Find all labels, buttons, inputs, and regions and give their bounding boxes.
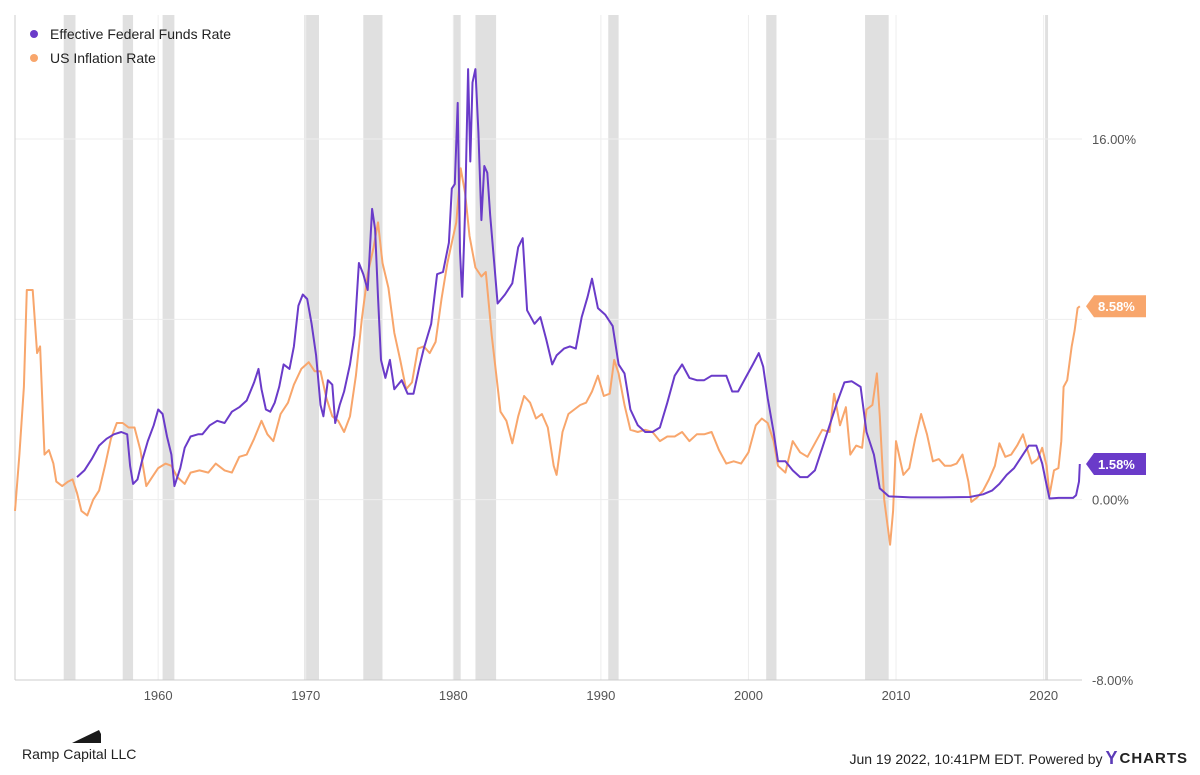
last-value-badges: 8.58% 1.58% bbox=[1086, 295, 1146, 476]
footer-timestamp: Jun 19 2022, 10:41PM EDT. bbox=[849, 750, 1025, 767]
y-tick-label-0: 16.00% bbox=[1092, 132, 1137, 147]
footer-powered-by: Powered by bbox=[1028, 750, 1103, 767]
tick-labels: 1960 1970 1980 1990 2000 2010 2020 16.00% 0.00% -… bbox=[144, 132, 1137, 703]
x-tick-label-1960: 1960 bbox=[144, 688, 173, 703]
x-tick-label-1970: 1970 bbox=[291, 688, 320, 703]
recession-band-2 bbox=[162, 15, 175, 680]
recession-band-0 bbox=[63, 15, 76, 680]
x-tick-label-2000: 2000 bbox=[734, 688, 763, 703]
ycharts-logo[interactable]: Y CHARTS bbox=[1105, 748, 1188, 769]
chart-axes bbox=[14, 15, 1082, 681]
ramp-logo-icon bbox=[72, 730, 101, 743]
last-value-badge-cpi bbox=[1086, 295, 1146, 318]
ycharts-wordmark: CHARTS bbox=[1119, 750, 1188, 767]
recession-band-5 bbox=[453, 15, 461, 680]
x-tick-label-2010: 2010 bbox=[882, 688, 911, 703]
y-tick-label-2: -8.00% bbox=[1092, 673, 1134, 688]
legend-dot-fed bbox=[30, 30, 38, 38]
ycharts-y-icon: Y bbox=[1105, 748, 1119, 768]
brand-text: Ramp Capital LLC bbox=[22, 746, 137, 762]
legend: Effective Federal Funds Rate US Inflatio… bbox=[30, 22, 231, 70]
footer-attribution: Jun 19 2022, 10:41PM EDT. Powered by Y C… bbox=[849, 748, 1188, 769]
last-value-label-fed: 1.58% bbox=[1098, 457, 1135, 472]
legend-item-cpi[interactable]: US Inflation Rate bbox=[30, 46, 231, 70]
last-value-badge-fed bbox=[1086, 453, 1146, 476]
series-line-cpi[interactable] bbox=[14, 167, 1081, 546]
legend-label-fed: Effective Federal Funds Rate bbox=[50, 26, 232, 42]
x-tick-label-1990: 1990 bbox=[586, 688, 615, 703]
recession-band-3 bbox=[304, 15, 320, 680]
last-value-label-cpi: 8.58% bbox=[1098, 299, 1135, 314]
recession-band-7 bbox=[608, 15, 619, 680]
legend-dot-cpi bbox=[30, 54, 38, 62]
recession-band-9 bbox=[865, 15, 889, 680]
y-tick-label-1: 0.00% bbox=[1092, 493, 1129, 508]
recession-band-8 bbox=[766, 15, 777, 680]
recession-bands bbox=[63, 15, 1049, 680]
x-tick-label-2020: 2020 bbox=[1029, 688, 1058, 703]
series-lines bbox=[14, 68, 1081, 546]
recession-band-4 bbox=[363, 15, 383, 680]
recession-band-1 bbox=[122, 15, 134, 680]
x-tick-label-1980: 1980 bbox=[439, 688, 468, 703]
series-line-fed[interactable] bbox=[76, 68, 1081, 500]
legend-item-fed[interactable]: Effective Federal Funds Rate bbox=[30, 22, 231, 46]
legend-label-cpi: US Inflation Rate bbox=[50, 50, 156, 66]
recession-band-10 bbox=[1045, 15, 1049, 680]
